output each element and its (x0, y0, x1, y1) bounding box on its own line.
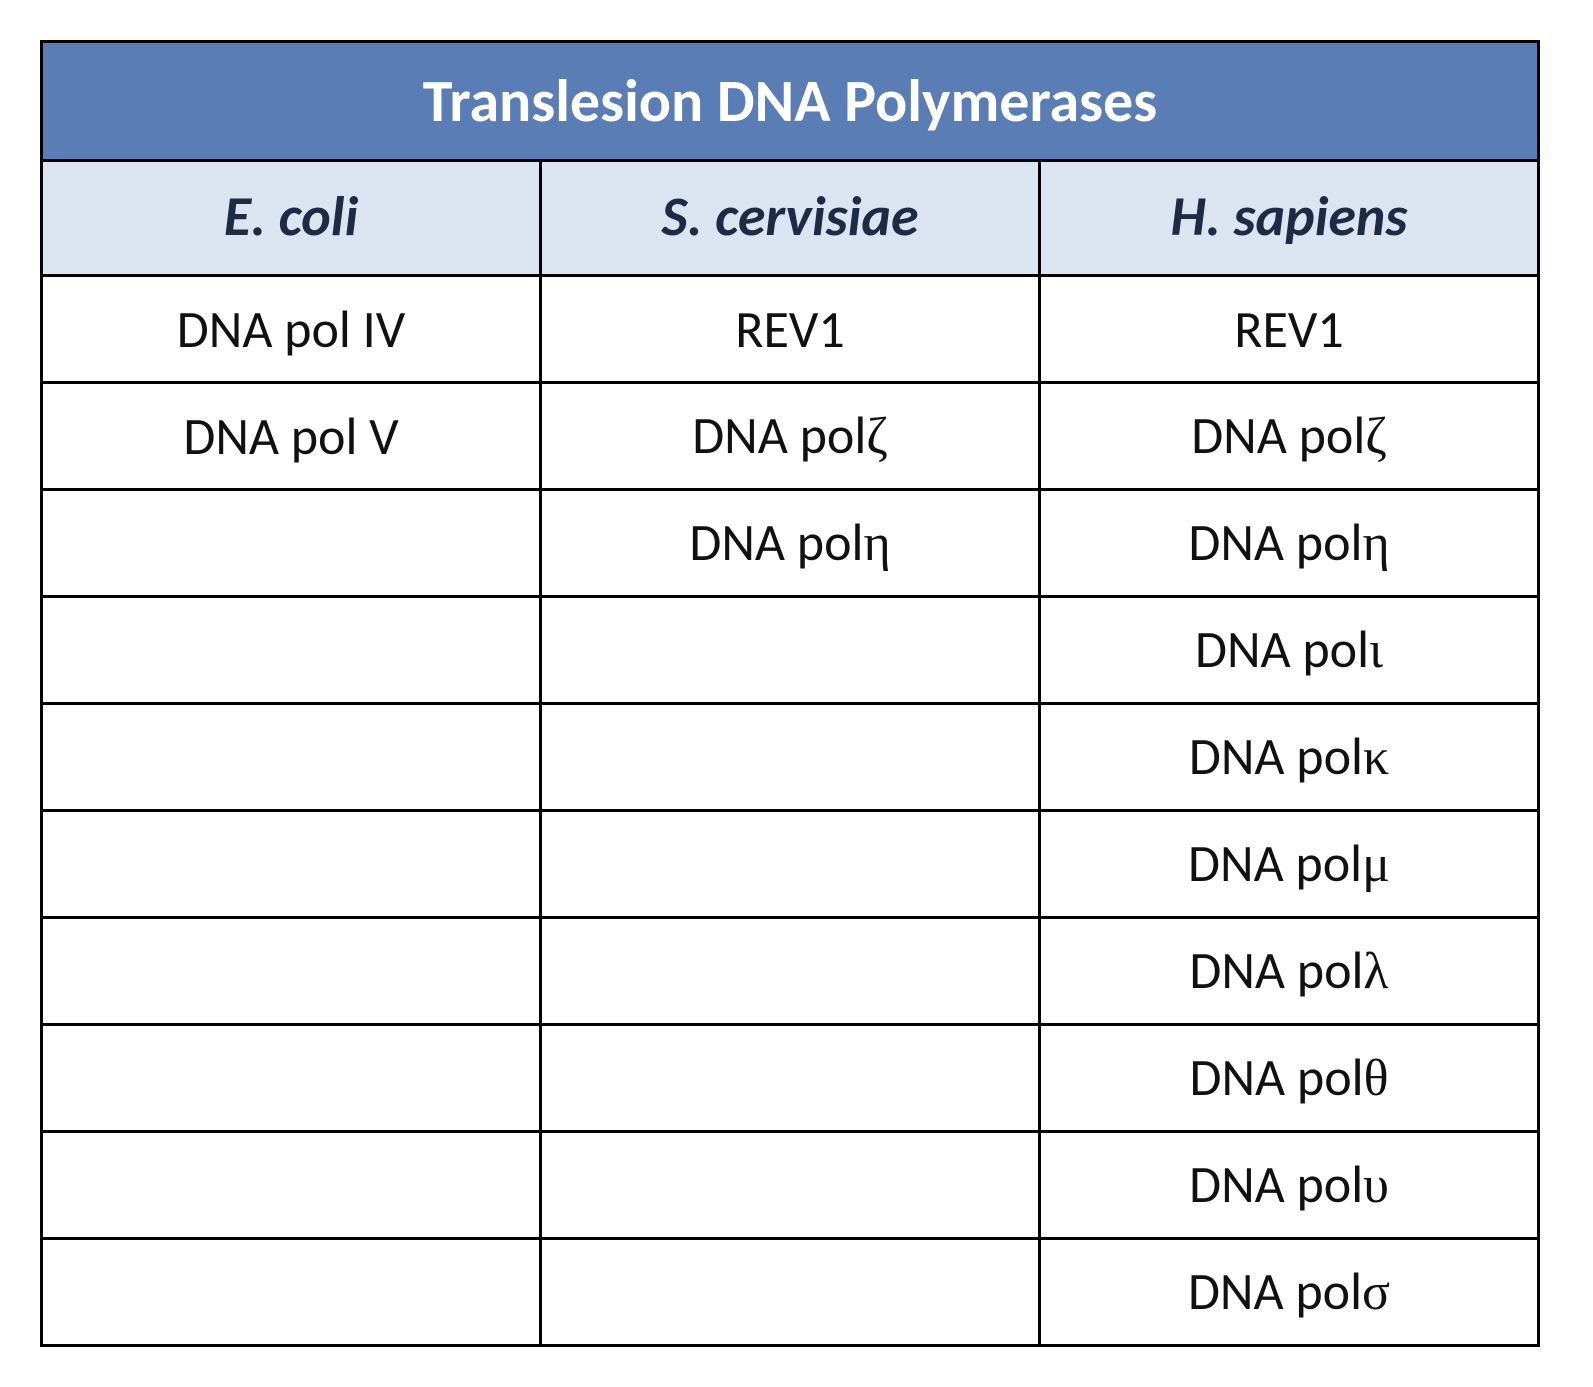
cell: DNA polκ (1040, 704, 1539, 811)
table-row: DNA polσ (42, 1239, 1539, 1346)
cell (541, 597, 1040, 704)
cell (42, 1025, 541, 1132)
cell (541, 811, 1040, 918)
col-header-cerevisiae: S. cervisiae (541, 161, 1040, 276)
table-row: DNA polλ (42, 918, 1539, 1025)
cell: DNA polυ (1040, 1132, 1539, 1239)
cell (541, 1239, 1040, 1346)
table-row: DNA polι (42, 597, 1539, 704)
polymerase-table: Translesion DNA Polymerases E. coli S. c… (40, 40, 1540, 1347)
cell: DNA polλ (1040, 918, 1539, 1025)
polymerase-table-container: Translesion DNA Polymerases E. coli S. c… (40, 40, 1540, 1347)
header-row: E. coli S. cervisiae H. sapiens (42, 161, 1539, 276)
col-header-sapiens: H. sapiens (1040, 161, 1539, 276)
cell: DNA polμ (1040, 811, 1539, 918)
cell: DNA pol V (42, 383, 541, 490)
cell: REV1 (1040, 276, 1539, 383)
cell (541, 1025, 1040, 1132)
cell: DNA polζ (1040, 383, 1539, 490)
cell (42, 811, 541, 918)
cell: DNA polθ (1040, 1025, 1539, 1132)
table-title: Translesion DNA Polymerases (42, 42, 1539, 161)
table-row: DNA polκ (42, 704, 1539, 811)
cell: DNA polη (541, 490, 1040, 597)
col-header-ecoli: E. coli (42, 161, 541, 276)
table-row: DNA polυ (42, 1132, 1539, 1239)
cell: DNA polσ (1040, 1239, 1539, 1346)
table-row: DNA pol IV REV1 REV1 (42, 276, 1539, 383)
cell: DNA polζ (541, 383, 1040, 490)
cell (42, 490, 541, 597)
cell (42, 1239, 541, 1346)
table-row: DNA polθ (42, 1025, 1539, 1132)
cell (42, 918, 541, 1025)
cell (541, 1132, 1040, 1239)
title-row: Translesion DNA Polymerases (42, 42, 1539, 161)
cell (541, 918, 1040, 1025)
cell (42, 1132, 541, 1239)
table-row: DNA pol V DNA polζ DNA polζ (42, 383, 1539, 490)
cell (541, 704, 1040, 811)
cell (42, 704, 541, 811)
cell: DNA polι (1040, 597, 1539, 704)
cell (42, 597, 541, 704)
table-row: DNA polμ (42, 811, 1539, 918)
cell: DNA pol IV (42, 276, 541, 383)
table-row: DNA polη DNA polη (42, 490, 1539, 597)
cell: DNA polη (1040, 490, 1539, 597)
cell: REV1 (541, 276, 1040, 383)
